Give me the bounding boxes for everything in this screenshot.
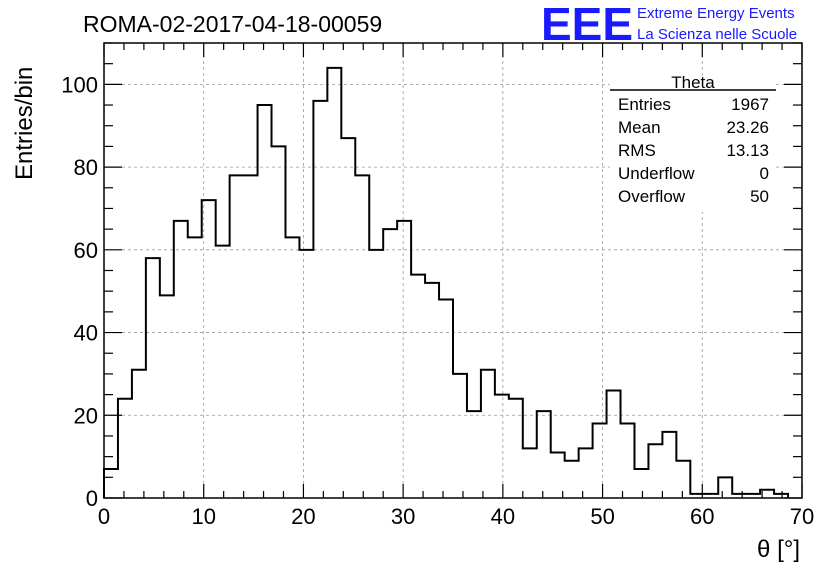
x-tick-label: 40: [491, 504, 515, 529]
grid-lines: [104, 43, 802, 498]
histogram-bin: [188, 237, 202, 498]
axes: [103, 42, 803, 499]
y-tick-label: 60: [74, 238, 98, 263]
histogram-bin: [216, 246, 230, 498]
histogram-bin: [355, 175, 369, 498]
histogram-bin: [160, 295, 174, 498]
histogram-bin: [607, 390, 621, 498]
histogram-bin: [537, 411, 551, 498]
histogram-bin: [593, 424, 607, 498]
x-tick-label: 0: [98, 504, 110, 529]
histogram-bin: [481, 370, 495, 498]
histogram-bin: [509, 399, 523, 498]
stats-title: Theta: [671, 73, 715, 92]
x-tick-label: 70: [790, 504, 814, 529]
tick-labels: 0 10 20 30 40 50 60 70 0 20 40 60 80 100: [61, 72, 814, 529]
histogram-bin: [397, 221, 411, 498]
histogram-bin: [132, 370, 146, 498]
y-axis-title: Entries/bin: [11, 67, 38, 180]
stats-label: RMS: [618, 141, 656, 160]
histogram-bin: [425, 283, 439, 498]
stats-value: 0: [760, 164, 769, 183]
histogram-bin: [523, 448, 537, 498]
y-tick-label: 0: [86, 486, 98, 511]
histogram-bin: [439, 299, 453, 498]
x-tick-label: 10: [191, 504, 215, 529]
histogram-bin: [146, 258, 160, 498]
stats-value: 50: [750, 187, 769, 206]
stats-box: Theta Entries 1967 Mean 23.26 RMS 13.13 Underf…: [610, 73, 776, 212]
histogram-bin: [648, 444, 662, 498]
y-tick-label: 100: [61, 72, 98, 97]
histogram-bin: [621, 424, 635, 498]
x-tick-label: 60: [690, 504, 714, 529]
histogram-bin: [258, 105, 272, 498]
y-tick-label: 20: [74, 403, 98, 428]
histogram-bin: [230, 175, 244, 498]
histogram-bin: [341, 138, 355, 498]
stats-label: Mean: [618, 118, 661, 137]
histogram-bin: [453, 374, 467, 498]
histogram-bin: [495, 395, 509, 498]
eee-logo: EEE Extreme Energy Events La Scienza nel…: [541, 0, 797, 50]
histogram-bin: [676, 461, 690, 498]
x-tick-label: 30: [391, 504, 415, 529]
histogram-outline: [103, 66, 790, 498]
stats-value: 1967: [731, 95, 769, 114]
y-tick-label: 40: [74, 321, 98, 346]
histogram-bin: [272, 146, 286, 498]
histogram-bin: [299, 250, 313, 498]
histogram-bin: [313, 101, 327, 498]
histogram-bin: [718, 477, 732, 498]
x-tick-label: 20: [291, 504, 315, 529]
stats-label: Overflow: [618, 187, 686, 206]
histogram-bin: [662, 432, 676, 498]
histogram-bin: [244, 175, 258, 498]
histogram-bin: [565, 461, 579, 498]
histogram-bin: [634, 469, 648, 498]
histogram-bin: [285, 237, 299, 498]
histogram-bin: [579, 448, 593, 498]
histogram-bin: [174, 221, 188, 498]
histogram-bin: [202, 200, 216, 498]
histogram-bin: [327, 68, 341, 498]
histogram-bin: [467, 411, 481, 498]
histogram-bin: [383, 229, 397, 498]
logo-line-1: Extreme Energy Events: [637, 5, 795, 22]
histogram-bin: [104, 469, 118, 498]
histogram-bin: [369, 250, 383, 498]
stats-label: Underflow: [618, 164, 695, 183]
histogram-series: [103, 66, 790, 498]
x-tick-label: 50: [590, 504, 614, 529]
logo-line-2: La Scienza nelle Scuole: [637, 26, 797, 43]
chart-title: ROMA-02-2017-04-18-00059: [83, 11, 382, 37]
logo-letters: EEE: [541, 0, 633, 50]
y-tick-label: 80: [74, 155, 98, 180]
stats-value: 23.26: [726, 118, 769, 137]
x-axis-title: θ [°]: [757, 536, 800, 563]
histogram-bin: [411, 275, 425, 498]
stats-value: 13.13: [726, 141, 769, 160]
stats-label: Entries: [618, 95, 671, 114]
histogram-bin: [118, 399, 132, 498]
